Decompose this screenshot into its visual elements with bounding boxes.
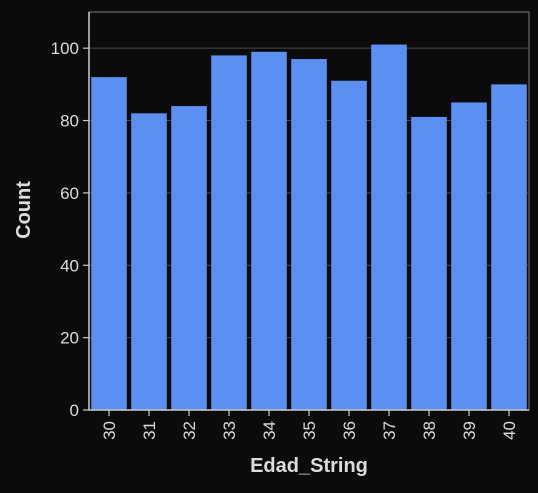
y-tick-label-40: 40 (60, 256, 79, 275)
y-tick-label-80: 80 (60, 112, 79, 131)
x-tick-label-35: 35 (300, 421, 319, 440)
x-tick-label-39: 39 (460, 421, 479, 440)
x-tick-label-30: 30 (100, 421, 119, 440)
bar-40 (491, 84, 527, 410)
y-axis-title: Count (13, 181, 35, 239)
bar-37 (371, 44, 407, 411)
y-tick-label-20: 20 (60, 329, 79, 348)
axes: 0 20 40 60 80 100 30 31 32 33 34 35 36 37 38 39 40 (51, 12, 529, 440)
bar-38 (411, 116, 447, 410)
bar-36 (331, 80, 367, 410)
x-tick-label-37: 37 (380, 421, 399, 440)
x-axis-title: Edad_String (250, 455, 368, 477)
y-tick-label-100: 100 (51, 39, 79, 58)
bar-32 (171, 106, 207, 410)
x-tick-label-40: 40 (500, 421, 519, 440)
x-tick-label-31: 31 (140, 421, 159, 440)
x-tick-label-34: 34 (260, 421, 279, 440)
x-tick-label-33: 33 (220, 421, 239, 440)
x-tick-label-38: 38 (420, 421, 439, 440)
bar-35 (291, 59, 327, 410)
y-tick-label-0: 0 (70, 401, 79, 420)
y-tick-label-60: 60 (60, 184, 79, 203)
x-tick-label-36: 36 (340, 421, 359, 440)
bar-31 (131, 113, 167, 411)
x-tick-label-32: 32 (180, 421, 199, 440)
bar-30 (91, 77, 127, 411)
bar-34 (251, 51, 287, 411)
bar-33 (211, 55, 247, 410)
bar-39 (451, 102, 487, 411)
bars (91, 44, 527, 411)
